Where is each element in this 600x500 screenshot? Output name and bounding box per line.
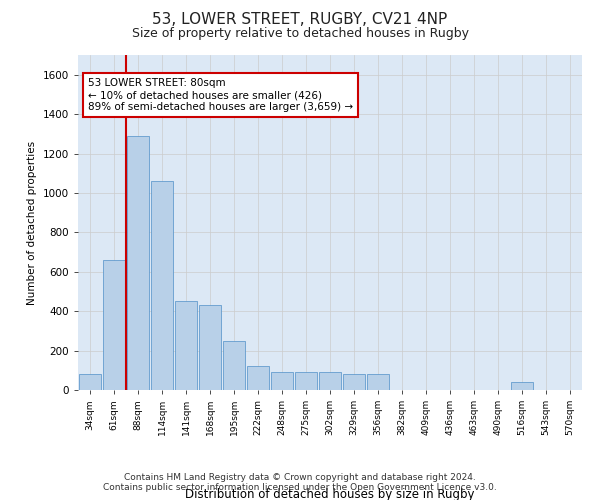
Bar	[271, 372, 293, 390]
Bar	[151, 181, 173, 390]
Bar	[343, 374, 365, 390]
Bar	[223, 340, 245, 390]
Bar	[247, 366, 269, 390]
Bar	[103, 260, 125, 390]
Bar	[511, 382, 533, 390]
Bar	[319, 372, 341, 390]
Text: Contains HM Land Registry data © Crown copyright and database right 2024.
Contai: Contains HM Land Registry data © Crown c…	[103, 473, 497, 492]
Text: 53, LOWER STREET, RUGBY, CV21 4NP: 53, LOWER STREET, RUGBY, CV21 4NP	[152, 12, 448, 28]
Bar	[295, 372, 317, 390]
Bar	[199, 306, 221, 390]
Text: Size of property relative to detached houses in Rugby: Size of property relative to detached ho…	[131, 28, 469, 40]
Bar	[175, 302, 197, 390]
Bar	[127, 136, 149, 390]
Bar	[79, 374, 101, 390]
X-axis label: Distribution of detached houses by size in Rugby: Distribution of detached houses by size …	[185, 488, 475, 500]
Bar	[367, 374, 389, 390]
Y-axis label: Number of detached properties: Number of detached properties	[27, 140, 37, 304]
Text: 53 LOWER STREET: 80sqm
← 10% of detached houses are smaller (426)
89% of semi-de: 53 LOWER STREET: 80sqm ← 10% of detached…	[88, 78, 353, 112]
